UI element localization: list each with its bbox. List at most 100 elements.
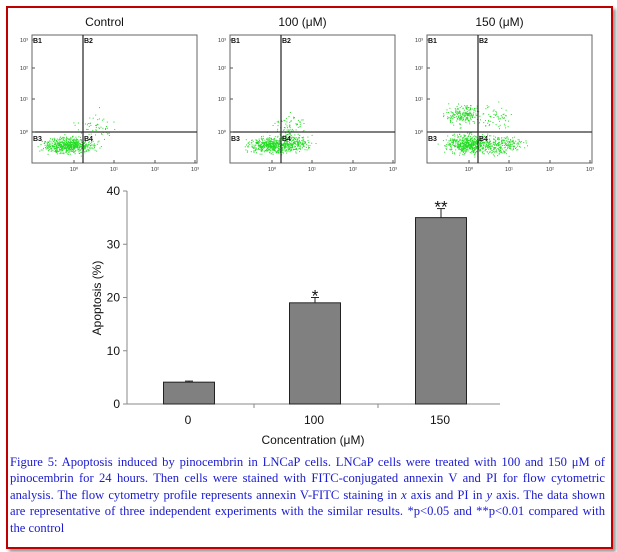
event-dot: [288, 148, 290, 150]
event-dot: [278, 149, 280, 151]
significance-marker: **: [434, 198, 448, 217]
event-dot: [250, 151, 252, 153]
event-dot: [459, 115, 461, 117]
event-dot: [453, 138, 455, 140]
event-dot: [282, 143, 284, 145]
event-dot: [497, 137, 498, 139]
event-dot: [456, 118, 458, 120]
event-dot: [465, 145, 466, 147]
event-dot: [462, 140, 464, 142]
event-dot: [289, 136, 291, 138]
event-dot: [271, 147, 273, 148]
event-dot: [496, 149, 498, 151]
event-dot: [499, 151, 501, 153]
event-dot: [285, 141, 287, 142]
event-dot: [301, 119, 303, 121]
event-dot: [68, 148, 70, 150]
event-dot: [62, 141, 64, 143]
event-dot: [299, 121, 301, 123]
event-dot: [472, 139, 474, 141]
event-dot: [290, 137, 292, 139]
event-dot: [481, 143, 483, 145]
event-dot: [59, 149, 61, 151]
event-dot: [277, 135, 279, 137]
event-dot: [283, 129, 285, 131]
event-dot: [456, 113, 458, 115]
x-tick-label: 100: [304, 413, 324, 427]
event-dot: [266, 144, 268, 146]
event-dot: [473, 148, 475, 150]
event-dot: [75, 143, 77, 145]
event-dot: [67, 143, 69, 145]
event-dot: [253, 150, 255, 152]
event-dot: [517, 139, 519, 141]
event-dot: [273, 146, 275, 148]
event-dot: [297, 146, 299, 148]
event-dot: [303, 145, 305, 147]
event-dot: [487, 122, 489, 124]
event-dot: [500, 151, 502, 153]
event-dot: [80, 149, 82, 151]
event-dot: [114, 129, 116, 130]
event-dot: [261, 142, 263, 143]
event-dot: [470, 113, 472, 114]
event-dot: [76, 145, 78, 147]
event-dot: [468, 112, 470, 114]
event-dot: [99, 107, 100, 109]
event-dot: [92, 144, 94, 146]
event-dot: [268, 147, 270, 149]
event-dot: [55, 144, 57, 146]
event-dot: [473, 111, 475, 113]
event-dot: [92, 129, 94, 131]
event-dot: [464, 115, 466, 117]
event-dot: [472, 140, 474, 142]
event-dot: [79, 147, 80, 149]
event-dot: [93, 147, 95, 149]
event-dot: [70, 148, 72, 150]
event-dot: [505, 138, 507, 139]
event-dot: [454, 135, 456, 137]
event-dot: [92, 140, 94, 142]
event-dot: [307, 140, 309, 142]
event-dot: [47, 147, 49, 149]
event-dot: [305, 143, 307, 145]
event-dot: [469, 145, 471, 147]
event-dot: [475, 113, 477, 115]
event-dot: [289, 134, 291, 136]
event-dot: [469, 152, 471, 154]
event-dot: [461, 146, 463, 148]
event-dot: [73, 151, 75, 153]
event-dot: [493, 113, 495, 115]
event-dot: [509, 141, 510, 143]
event-dot: [291, 130, 293, 132]
event-dot: [465, 118, 467, 120]
event-dot: [61, 148, 63, 150]
event-dot: [483, 113, 485, 115]
event-dot: [80, 139, 82, 141]
event-dot: [489, 146, 491, 148]
event-dot: [269, 145, 271, 147]
event-dot: [264, 139, 266, 141]
event-dot: [285, 143, 287, 145]
event-dot: [53, 146, 55, 147]
event-dot: [468, 109, 470, 111]
event-dot: [76, 146, 78, 148]
event-dot: [288, 132, 290, 134]
event-dot: [61, 142, 63, 144]
event-dot: [274, 122, 276, 124]
event-dot: [72, 151, 74, 152]
event-dot: [505, 136, 507, 138]
event-dot: [453, 124, 455, 126]
event-dot: [475, 139, 477, 141]
event-dot: [503, 150, 505, 152]
event-dot: [96, 124, 98, 126]
event-dot: [60, 146, 62, 148]
event-dot: [260, 147, 262, 149]
event-dot: [473, 122, 475, 124]
event-dot: [272, 150, 274, 152]
event-dot: [51, 147, 53, 149]
event-dot: [506, 140, 507, 142]
event-dot: [481, 145, 482, 147]
event-dot: [287, 147, 289, 148]
event-dot: [527, 145, 528, 147]
